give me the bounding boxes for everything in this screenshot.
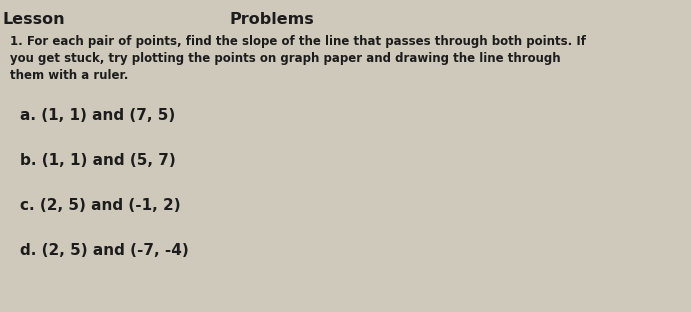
Text: Problems: Problems bbox=[230, 12, 314, 27]
Text: a. (1, 1) and (7, 5): a. (1, 1) and (7, 5) bbox=[20, 108, 176, 123]
Text: c. (2, 5) and (-1, 2): c. (2, 5) and (-1, 2) bbox=[20, 198, 180, 213]
Text: 1. For each pair of points, find the slope of the line that passes through both : 1. For each pair of points, find the slo… bbox=[10, 35, 586, 48]
Text: them with a ruler.: them with a ruler. bbox=[10, 69, 129, 82]
Text: Lesson: Lesson bbox=[2, 12, 65, 27]
Text: b. (1, 1) and (5, 7): b. (1, 1) and (5, 7) bbox=[20, 153, 176, 168]
Text: d. (2, 5) and (-7, -4): d. (2, 5) and (-7, -4) bbox=[20, 243, 189, 258]
Text: you get stuck, try plotting the points on graph paper and drawing the line throu: you get stuck, try plotting the points o… bbox=[10, 52, 560, 65]
